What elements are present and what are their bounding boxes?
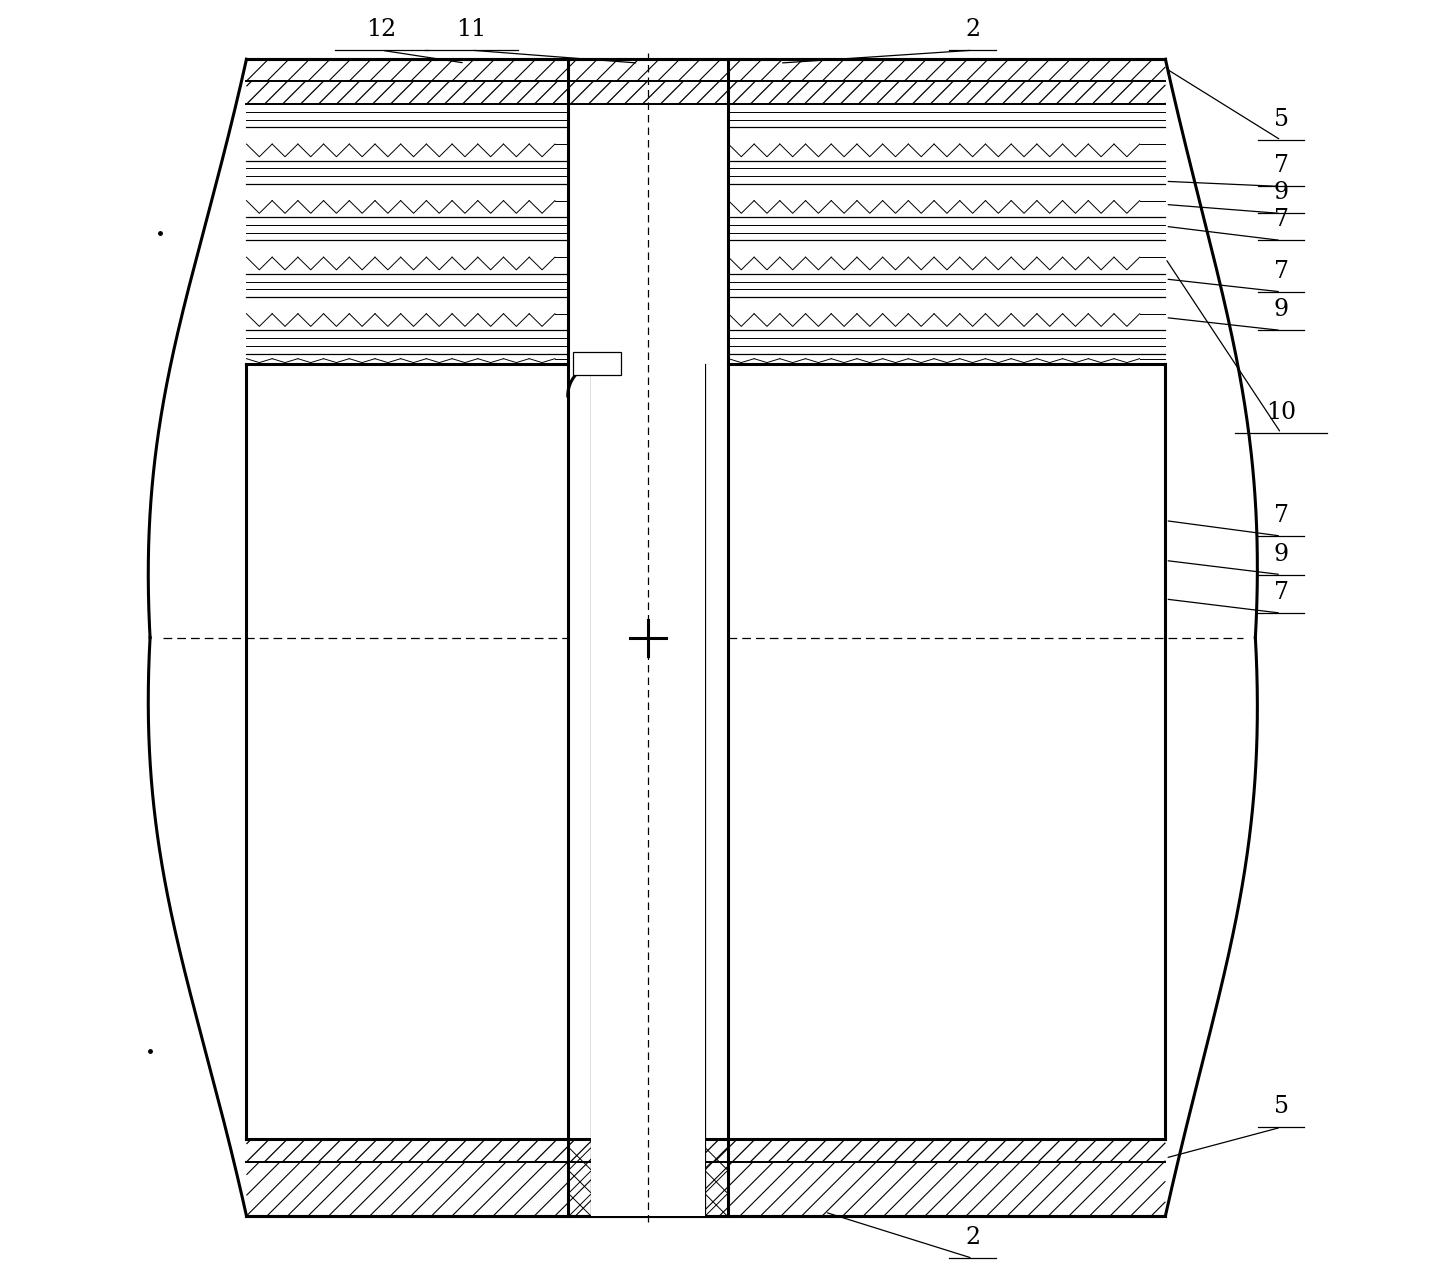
Text: 7: 7 — [1274, 581, 1288, 604]
Text: 10: 10 — [1266, 401, 1297, 424]
Text: 11: 11 — [456, 18, 487, 41]
Text: 7: 7 — [1274, 155, 1288, 178]
Text: 12: 12 — [367, 18, 397, 41]
Text: 5: 5 — [1274, 108, 1288, 131]
Text: 5: 5 — [1274, 1095, 1288, 1118]
Text: 7: 7 — [1274, 260, 1288, 283]
Bar — [591, 363, 705, 1216]
Text: 9: 9 — [1274, 299, 1288, 321]
Text: 7: 7 — [1274, 504, 1288, 527]
Text: 9: 9 — [1274, 542, 1288, 565]
Text: 7: 7 — [1274, 209, 1288, 232]
Text: 2: 2 — [965, 1226, 980, 1249]
Text: 2: 2 — [965, 18, 980, 41]
Text: 9: 9 — [1274, 182, 1288, 205]
Bar — [573, 352, 621, 375]
